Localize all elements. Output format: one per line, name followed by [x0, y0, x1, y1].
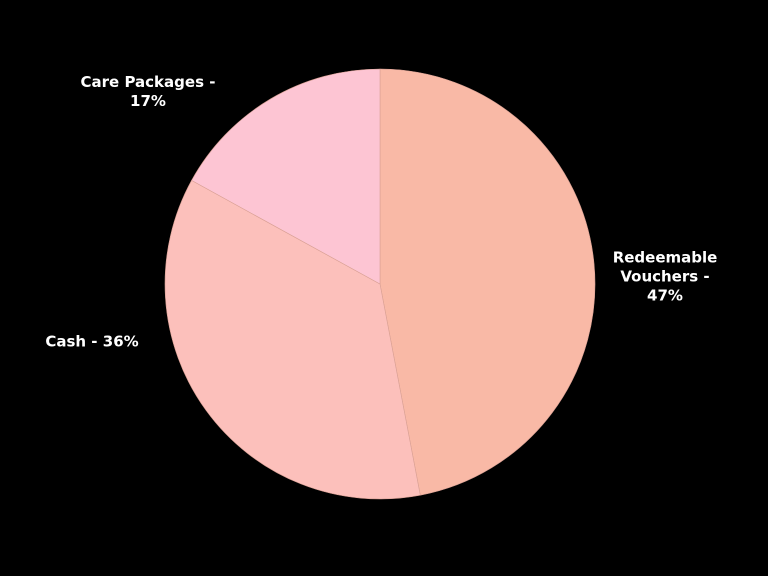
pie-slice — [164, 180, 421, 500]
slice-label: Cash - 36% — [45, 332, 139, 351]
slice-label: Care Packages - 17% — [80, 73, 216, 110]
pie-slice — [379, 68, 596, 496]
pie-slice — [191, 68, 381, 285]
slice-label: Redeemable Vouchers - 47% — [612, 248, 718, 305]
